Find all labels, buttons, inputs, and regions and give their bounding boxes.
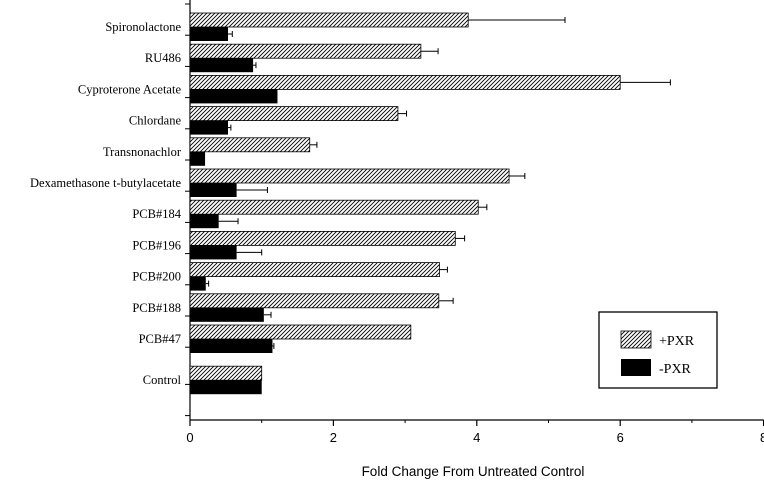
bar-minus-pxr bbox=[190, 245, 237, 260]
bar-plus-pxr bbox=[189, 293, 440, 309]
category-label: PCB#200 bbox=[132, 270, 181, 284]
bar-minus-pxr bbox=[190, 89, 278, 104]
bar-plus-pxr bbox=[189, 106, 399, 121]
bar-plus-pxr bbox=[189, 12, 469, 28]
category-label: PCB#47 bbox=[139, 332, 181, 346]
bar-minus-pxr bbox=[190, 339, 273, 353]
legend-swatch-minus-pxr bbox=[621, 359, 651, 376]
bar-minus-pxr bbox=[190, 214, 219, 229]
x-tick-label: 2 bbox=[330, 430, 337, 445]
bars bbox=[189, 12, 671, 395]
category-label: PCB#188 bbox=[132, 301, 181, 315]
category-label: Dexamethasone t-butylacetate bbox=[30, 176, 181, 190]
category-label: PCB#184 bbox=[132, 207, 181, 221]
legend-box bbox=[598, 311, 718, 389]
legend-swatch-plus-pxr bbox=[620, 330, 652, 349]
bar-minus-pxr bbox=[190, 120, 229, 135]
bar-plus-pxr bbox=[189, 365, 263, 381]
category-label: PCB#196 bbox=[132, 238, 181, 252]
x-tick-label: 8 bbox=[760, 430, 764, 445]
x-tick-label: 0 bbox=[186, 430, 193, 445]
bar-plus-pxr bbox=[189, 168, 510, 184]
x-tick-label: 6 bbox=[617, 430, 624, 445]
bar-plus-pxr bbox=[189, 75, 621, 90]
bar-minus-pxr bbox=[190, 151, 206, 166]
legend-label-plus-pxr: +PXR bbox=[659, 334, 695, 349]
bar-minus-pxr bbox=[190, 276, 206, 291]
bar-plus-pxr bbox=[189, 230, 456, 246]
bar-minus-pxr bbox=[190, 307, 264, 322]
category-label: Spironolactone bbox=[105, 20, 181, 34]
category-label: Cyproterone Acetate bbox=[78, 82, 182, 96]
bar-plus-pxr bbox=[189, 262, 440, 278]
labels: 0 2 4 6 8 Spironolactone RU486 Cyproterone Acet… bbox=[30, 20, 764, 445]
category-label: Chlordane bbox=[129, 114, 182, 128]
bar-plus-pxr bbox=[189, 137, 311, 153]
bar-plus-pxr bbox=[189, 324, 412, 340]
bar-minus-pxr bbox=[190, 183, 237, 197]
category-label: Control bbox=[143, 373, 182, 387]
bar-minus-pxr bbox=[190, 27, 229, 41]
legend-label-minus-pxr: -PXR bbox=[659, 362, 692, 377]
x-tick-label: 4 bbox=[473, 430, 480, 445]
legend: +PXR -PXR bbox=[598, 311, 718, 389]
category-label: Transnonachlor bbox=[103, 145, 182, 159]
bar-minus-pxr bbox=[190, 58, 254, 73]
bar-plus-pxr bbox=[189, 199, 479, 215]
bar-plus-pxr bbox=[189, 43, 422, 59]
x-axis-title: Fold Change From Untreated Control bbox=[362, 464, 585, 479]
bar-minus-pxr bbox=[190, 380, 262, 395]
category-label: RU486 bbox=[145, 51, 181, 65]
